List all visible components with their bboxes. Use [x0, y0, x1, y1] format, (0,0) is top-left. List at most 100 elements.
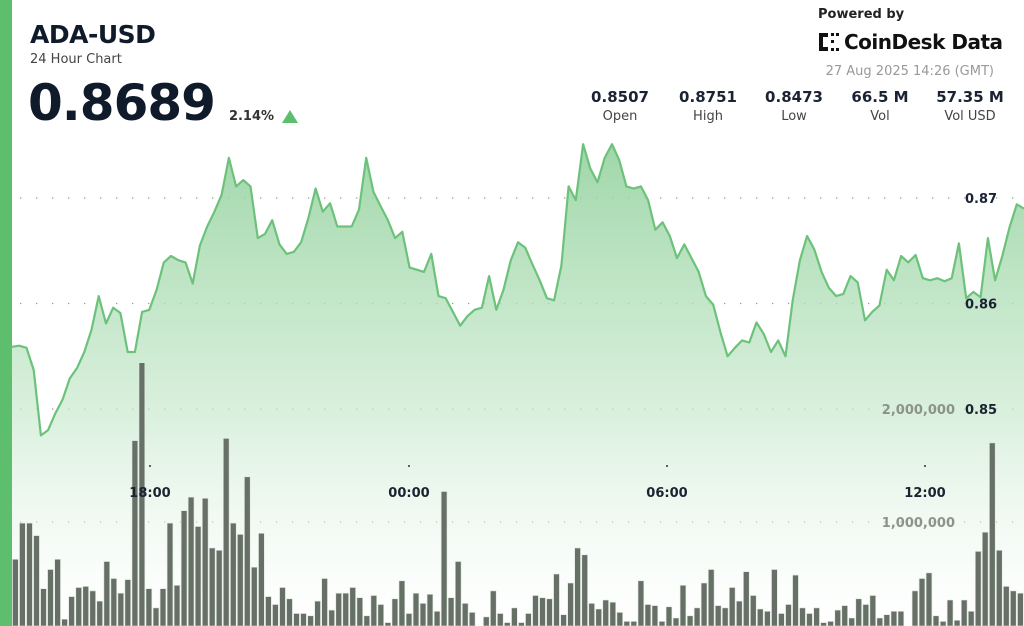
coindesk-logo: CoinDesk Data — [818, 30, 1003, 54]
volume-bar — [412, 592, 420, 626]
volume-bar — [693, 607, 701, 626]
volume-bar — [349, 587, 356, 626]
volume-bar — [876, 617, 884, 626]
time-tick-label: 06:00 — [646, 486, 687, 501]
volume-bar — [454, 561, 462, 626]
volume-bar — [356, 597, 363, 626]
stat-label: Vol USD — [944, 109, 996, 124]
volume-bar — [68, 596, 75, 626]
volume-bar — [532, 595, 539, 626]
volume-bar — [518, 622, 525, 626]
volume-bar — [609, 601, 617, 626]
volume-bar — [145, 588, 153, 626]
volume-bar — [461, 603, 469, 626]
volume-bar — [490, 590, 497, 626]
volume-bar — [974, 551, 982, 626]
volume-bar — [714, 605, 722, 626]
volume-bar — [1017, 592, 1024, 626]
volume-bar — [967, 610, 975, 626]
volume-bar — [110, 578, 118, 626]
volume-bar — [595, 608, 602, 626]
volume-bar — [405, 613, 413, 626]
price-change: 2.14% — [228, 109, 275, 124]
volume-bar — [398, 580, 406, 626]
volume-bar — [279, 587, 286, 626]
volume-bar — [391, 598, 399, 626]
time-tick-label: 12:00 — [904, 486, 945, 501]
volume-tick-label: 1,000,000 — [882, 516, 955, 531]
volume-bar — [131, 440, 139, 626]
volume-bar — [286, 598, 293, 626]
volume-bar — [12, 558, 19, 626]
stat-label: Open — [602, 109, 638, 124]
volume-bar — [890, 610, 898, 626]
volume-bar — [778, 613, 785, 626]
stat-low: 0.8473 Low — [765, 88, 823, 124]
volume-bar — [721, 607, 729, 626]
volume-bar — [483, 616, 490, 626]
volume-bar — [258, 532, 265, 626]
price-tick-label: 0.85 — [965, 403, 997, 418]
volume-bar — [560, 614, 567, 626]
volume-bar — [307, 615, 314, 626]
volume-bar — [300, 613, 307, 626]
volume-bar — [504, 622, 511, 626]
time-tick-label: 00:00 — [388, 486, 429, 501]
price-line — [11, 143, 1024, 437]
volume-bar — [581, 554, 588, 626]
powered-by-label: Powered by — [818, 7, 905, 22]
volume-bar — [799, 607, 806, 626]
volume-bar — [328, 609, 335, 626]
volume-bar — [468, 612, 476, 626]
volume-bar — [841, 605, 848, 626]
volume-bar — [103, 561, 111, 626]
volume-bar — [862, 604, 870, 626]
volume-bar — [47, 569, 54, 626]
coindesk-logo-icon — [819, 33, 839, 51]
volume-bar — [644, 604, 652, 626]
volume-bar — [813, 607, 820, 626]
volume-bar — [230, 522, 237, 626]
volume-bar — [187, 496, 195, 626]
volume-bar — [960, 599, 968, 626]
stat-value: 0.8507 — [591, 88, 649, 106]
timestamp: 27 Aug 2025 14:26 (GMT) — [825, 64, 994, 79]
volume-bar — [785, 604, 792, 626]
volume-bar — [728, 587, 736, 626]
price-area — [12, 144, 1024, 626]
current-price: 0.8689 — [28, 74, 216, 132]
volume-bar — [194, 526, 202, 626]
volume-bar — [574, 547, 581, 626]
volume-bar — [897, 610, 905, 626]
volume-bar — [202, 497, 209, 626]
volume-bar — [61, 618, 68, 626]
time-tick-mark — [149, 465, 151, 467]
volume-bar — [26, 522, 33, 626]
volume-bar — [138, 362, 146, 626]
volume-bar — [707, 569, 715, 626]
volume-bar — [525, 613, 532, 626]
time-tick-mark — [924, 465, 926, 467]
time-tick-label: 18:00 — [129, 486, 170, 501]
stat-value: 0.8751 — [679, 88, 737, 106]
volume-tick-label: 2,000,000 — [882, 403, 955, 418]
volume-bar — [40, 588, 47, 626]
stat-value: 57.35 M — [936, 88, 1004, 106]
volume-bar — [54, 558, 61, 626]
volume-bar — [124, 579, 132, 626]
volume-bar — [75, 587, 82, 626]
volume-bar — [918, 578, 926, 626]
volume-bar — [497, 613, 504, 626]
volume-bar — [117, 592, 125, 626]
stat-open: 0.8507 Open — [591, 88, 649, 124]
volume-bar — [180, 510, 188, 626]
volume-bar — [511, 607, 518, 626]
volume-bar — [1010, 590, 1017, 626]
volume-bar — [771, 569, 778, 626]
volume-bar — [237, 534, 244, 626]
volume-bar — [321, 578, 328, 626]
volume-bar — [335, 592, 342, 626]
symbol-title: ADA-USD — [30, 20, 156, 49]
volume-bar — [223, 438, 230, 626]
volume-bar — [757, 608, 764, 626]
